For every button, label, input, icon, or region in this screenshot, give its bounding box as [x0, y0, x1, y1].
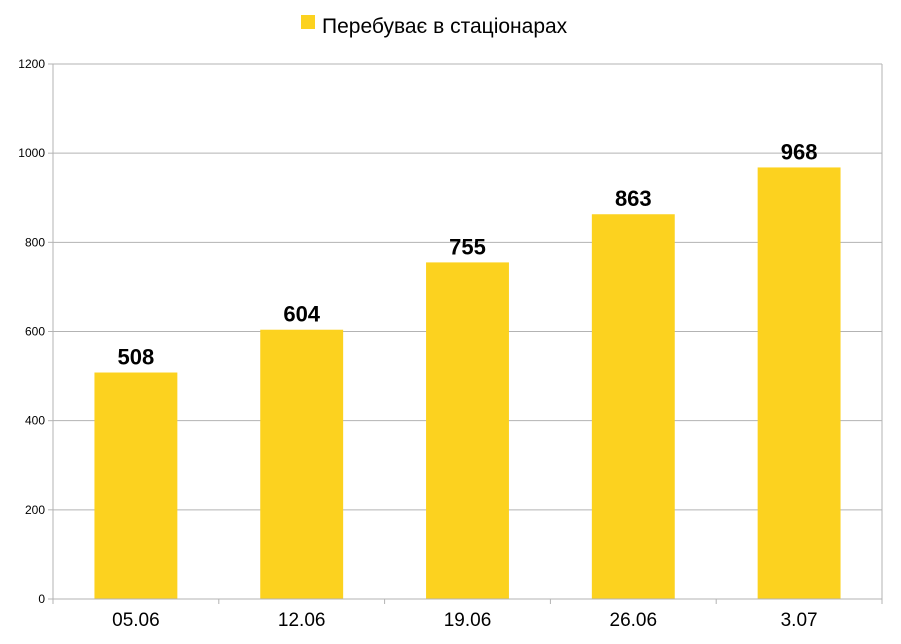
legend-swatch [301, 15, 315, 29]
bar [591, 214, 675, 599]
data-label: 968 [781, 139, 818, 164]
y-axis-ticks: 0 200 400 600 800 1000 1200 [18, 57, 53, 606]
legend-label: Перебуває в стаціонарах [322, 15, 568, 38]
y-tick-label: 0 [38, 592, 45, 606]
x-tick-label: 19.06 [444, 610, 492, 631]
data-label: 604 [283, 302, 320, 327]
x-tick-label: 12.06 [278, 610, 326, 631]
y-tick-label: 600 [25, 325, 45, 339]
y-tick-label: 200 [25, 503, 45, 517]
bar [94, 372, 178, 599]
bar [757, 167, 841, 599]
y-tick-label: 1200 [18, 57, 45, 71]
data-labels: 508 604 755 863 968 [118, 139, 818, 369]
data-label: 863 [615, 186, 652, 211]
bar [260, 329, 344, 599]
x-axis-ticks: 05.06 12.06 19.06 26.06 3.07 [112, 610, 817, 631]
y-tick-label: 800 [25, 235, 45, 249]
x-tick-label: 26.06 [610, 610, 658, 631]
x-tick-label: 05.06 [112, 610, 160, 631]
y-tick-label: 400 [25, 414, 45, 428]
bar [426, 262, 509, 599]
x-tick-label: 3.07 [781, 610, 818, 631]
data-label: 508 [118, 345, 155, 370]
y-tick-label: 1000 [18, 146, 45, 160]
data-label: 755 [449, 234, 486, 259]
legend: Перебуває в стаціонарах [301, 15, 568, 38]
bars [94, 167, 841, 599]
